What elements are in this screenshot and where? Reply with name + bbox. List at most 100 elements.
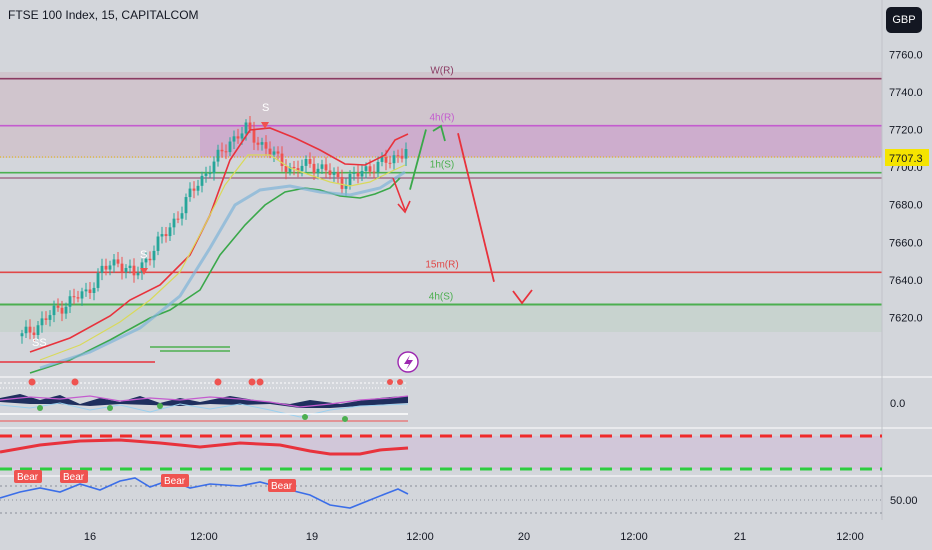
time-tick-label: 12:00: [620, 531, 648, 543]
candle-body: [76, 297, 80, 299]
candle-body: [276, 151, 280, 154]
level-label: 15m(R): [425, 259, 458, 270]
candle-body: [396, 155, 400, 157]
candle-body: [60, 307, 64, 314]
time-axis[interactable]: 16 12:00 19 12:00 20 12:00 21 12:00: [84, 531, 864, 543]
lower-band-line: [29, 177, 401, 374]
candle-body: [292, 166, 296, 169]
bear-tag-3: [161, 474, 189, 487]
candle-body: [252, 129, 256, 143]
candle-body: [184, 197, 188, 214]
candle-body: [180, 213, 184, 219]
candle-body: [360, 170, 364, 177]
price-axis[interactable]: 7760.07740.07720.07700.07680.07660.07640…: [889, 49, 923, 324]
candle-body: [364, 166, 368, 171]
candle-body: [344, 185, 348, 189]
candle-body: [352, 172, 356, 174]
signal-triangle-top: [261, 122, 269, 129]
candle-body: [64, 306, 68, 314]
candle-body: [208, 173, 212, 175]
candle-body: [284, 166, 288, 172]
candle-body: [172, 218, 176, 228]
currency-button[interactable]: GBP: [886, 7, 922, 33]
candle-body: [336, 172, 340, 178]
bear-tag-2: [60, 470, 88, 483]
candle-body: [196, 185, 200, 191]
price-tick-label: 7660.0: [889, 237, 923, 249]
arrowhead-red: [512, 289, 533, 305]
price-tick-label: 7740.0: [889, 87, 923, 99]
candle-body: [116, 259, 120, 264]
bear-tag-4: [268, 479, 296, 492]
blue-ma-band: [39, 170, 406, 370]
candle-body: [228, 141, 232, 153]
signal-marker-s-top: S: [262, 102, 269, 114]
rsi-axis-label: 50.00: [890, 495, 918, 507]
candle-body: [400, 155, 404, 159]
level-label: 1h(S): [430, 160, 454, 171]
candle-body: [156, 236, 160, 251]
candle-body: [24, 326, 28, 334]
candle-body: [324, 164, 328, 171]
candle-body: [168, 227, 172, 237]
candle-body: [104, 265, 108, 270]
candle-body: [92, 287, 96, 293]
candle-body: [240, 133, 244, 139]
candle-body: [236, 136, 240, 139]
candle-body: [340, 177, 344, 189]
candle-body: [380, 157, 384, 162]
candle-body: [140, 262, 144, 273]
candle-body: [304, 159, 308, 166]
price-tick-label: 7680.0: [889, 200, 923, 212]
candle-body: [312, 163, 316, 173]
candle-body: [100, 265, 104, 273]
candle-body: [388, 162, 392, 164]
price-tick-label: 7720.0: [889, 124, 923, 136]
candle-body: [132, 265, 136, 276]
candle-body: [404, 149, 408, 159]
candle-body: [176, 218, 180, 220]
bear-tag-1: [14, 470, 42, 483]
weekly-resistance-zone: [0, 72, 882, 158]
candle-body: [392, 155, 396, 164]
arrowhead-green: [432, 124, 446, 142]
candle-body: [80, 291, 84, 299]
candle-body: [136, 272, 140, 276]
signal-marker-s-mid: S: [140, 249, 147, 261]
candle-body: [264, 142, 268, 149]
candle-body: [204, 173, 208, 176]
time-tick-label: 20: [518, 531, 530, 543]
candle-body: [128, 265, 132, 268]
candle-body: [148, 258, 152, 261]
band-pane: [0, 434, 882, 471]
price-tick-label: 7640.0: [889, 275, 923, 287]
candle-body: [124, 267, 128, 273]
price-tick-label: 7760.0: [889, 49, 923, 61]
candle-body: [368, 166, 372, 172]
candle-body: [256, 142, 260, 145]
level-label: W(R): [430, 66, 453, 77]
drop-arrow-red: [392, 177, 411, 214]
candle-body: [188, 188, 192, 198]
candle-body: [56, 305, 60, 308]
candle-body: [332, 172, 336, 175]
bear-label-3: Bear: [164, 476, 186, 487]
candle-body: [20, 333, 24, 337]
bear-label-2: Bear: [63, 472, 85, 483]
candle-body: [348, 173, 352, 186]
signal-triangle-mid: [140, 268, 148, 275]
candle-body: [384, 157, 388, 163]
current-price-label: 7707.3: [889, 153, 923, 165]
mid-ma-line: [39, 154, 406, 361]
level-label: 4h(S): [429, 291, 453, 302]
candle-body: [164, 234, 168, 237]
candle-body: [220, 149, 224, 152]
candle-body: [212, 161, 216, 174]
candle-body: [192, 188, 196, 191]
candle-body: [356, 172, 360, 177]
time-tick-label: 19: [306, 531, 318, 543]
candle-body: [32, 332, 36, 336]
candle-body: [68, 296, 72, 307]
current-price-badge: [885, 149, 929, 166]
